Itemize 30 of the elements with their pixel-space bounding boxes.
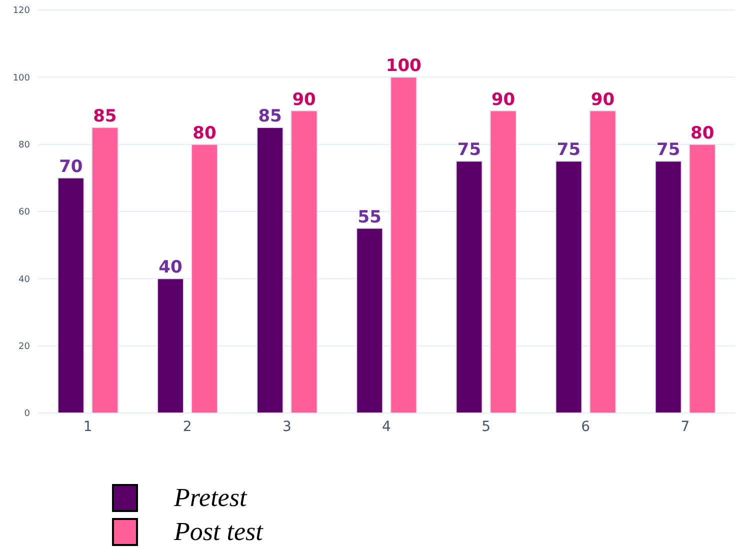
- legend-label: Post test: [174, 517, 263, 547]
- data-label: 80: [192, 123, 216, 144]
- y-tick-label: 120: [12, 6, 30, 16]
- x-tick-label: 2: [182, 418, 192, 435]
- data-label: 75: [457, 140, 482, 160]
- y-tick-label: 80: [18, 140, 30, 151]
- data-label: 100: [386, 56, 422, 76]
- x-tick-label: 1: [83, 418, 92, 435]
- data-label: 85: [258, 106, 282, 127]
- data-label: 90: [292, 90, 316, 110]
- x-tick-label: 3: [282, 418, 292, 435]
- x-tick-label: 4: [382, 418, 392, 435]
- data-label: 90: [491, 90, 516, 110]
- data-label: 40: [158, 258, 182, 278]
- data-label: 75: [656, 140, 680, 160]
- y-tick-label: 40: [18, 274, 30, 285]
- x-tick-label: 7: [680, 418, 690, 435]
- y-tick-label: 20: [18, 342, 30, 352]
- legend-label: Pretest: [174, 483, 247, 513]
- y-tick-label: 100: [12, 73, 30, 84]
- data-label: 90: [590, 90, 615, 110]
- y-tick-label: 60: [18, 208, 30, 218]
- data-label: 80: [690, 123, 714, 144]
- data-label: 85: [93, 106, 117, 127]
- data-label: 75: [556, 140, 581, 160]
- data-label: 70: [59, 156, 83, 177]
- x-tick-label: 5: [482, 418, 491, 435]
- x-tick-label: 6: [581, 418, 590, 435]
- data-label: 55: [358, 207, 382, 228]
- y-tick-label: 0: [24, 409, 30, 420]
